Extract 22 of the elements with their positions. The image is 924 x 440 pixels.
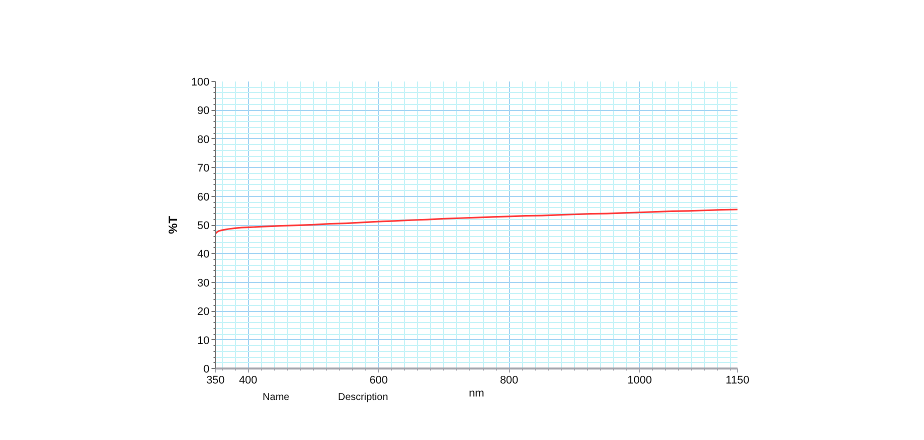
- y-tick-label: 20: [197, 306, 210, 318]
- y-axis-title: %T: [166, 215, 180, 234]
- text: Name: [262, 392, 290, 404]
- x-tick-label: 1000: [627, 374, 652, 386]
- x-axis-title: nm: [468, 388, 484, 400]
- y-tick-label: 90: [197, 105, 210, 118]
- y-tick-label: 100: [191, 76, 210, 88]
- x-tick-label: 1150: [726, 374, 750, 386]
- line-series: [216, 208, 738, 234]
- x-tick-label: 800: [500, 374, 518, 386]
- y-tick-label: 80: [197, 134, 210, 146]
- y-tick-label: 60: [197, 191, 210, 204]
- y-tick-label: 0: [203, 364, 210, 376]
- y-tick-label: 40: [197, 248, 210, 261]
- x-tick-label: 400: [238, 374, 258, 386]
- y-tick-label: 50: [197, 220, 210, 232]
- x-tick-label: 350: [206, 374, 225, 386]
- text: Description: [338, 392, 388, 404]
- y-tick-label: 70: [197, 162, 210, 175]
- y-tick-label: 10: [197, 334, 210, 347]
- y-tick-label: 30: [197, 277, 210, 290]
- x-tick-label: 600: [369, 374, 388, 386]
